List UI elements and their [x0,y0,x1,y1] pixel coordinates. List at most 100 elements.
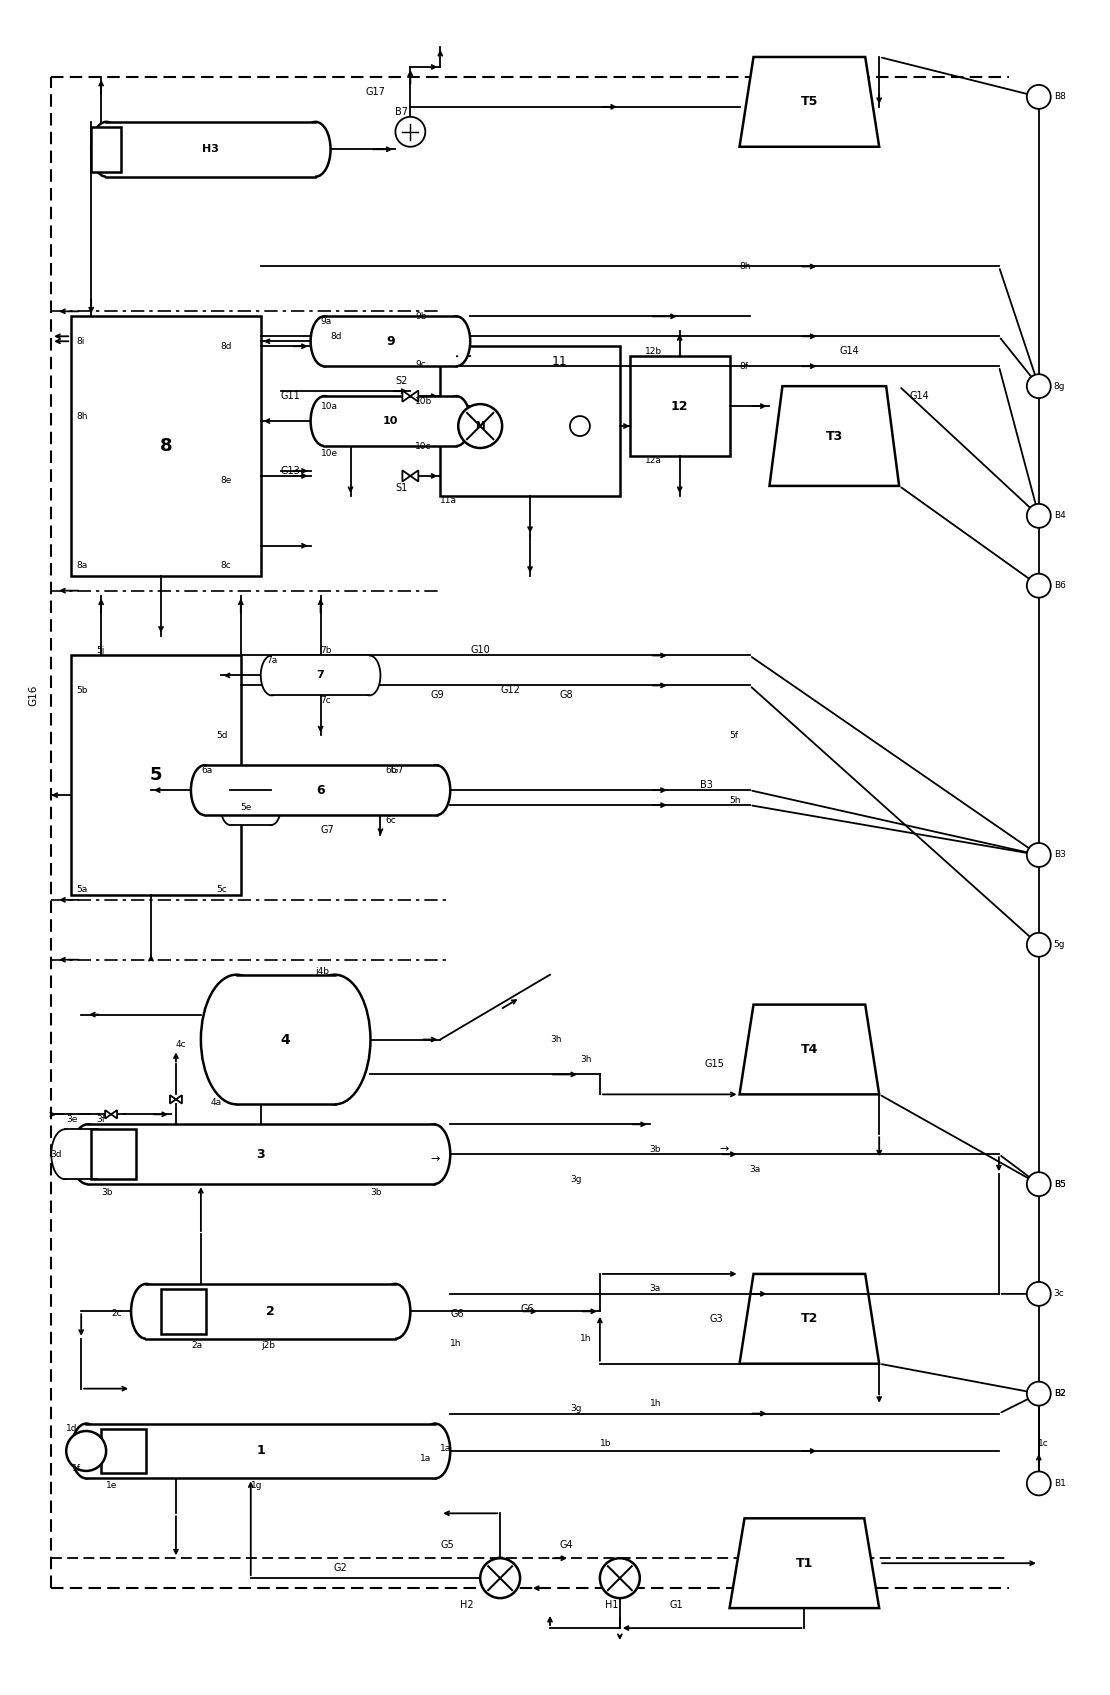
Polygon shape [411,390,418,402]
Bar [88,1124,434,1185]
Text: 8d: 8d [221,342,232,351]
Text: G12: G12 [501,685,519,695]
Ellipse shape [201,975,272,1105]
Text: 1a: 1a [421,1454,432,1463]
Text: B3: B3 [699,780,713,790]
Text: 8h: 8h [739,263,751,271]
Text: B1: B1 [1053,1480,1066,1488]
Text: S1: S1 [395,483,407,493]
Text: H3: H3 [202,144,220,154]
Text: B5: B5 [1053,1180,1066,1188]
Text: G14: G14 [909,392,929,402]
Bar [91,127,121,171]
Text: G9: G9 [431,690,444,700]
Polygon shape [739,1275,879,1364]
Text: 3e: 3e [67,1115,78,1124]
Text: 3g: 3g [569,1175,582,1183]
Text: 5b: 5b [77,686,88,695]
Text: T4: T4 [800,1042,818,1056]
Text: H2: H2 [461,1600,474,1610]
Ellipse shape [262,790,281,825]
Ellipse shape [71,1124,104,1185]
Bar [204,764,436,815]
Ellipse shape [83,1129,111,1180]
Circle shape [395,117,425,147]
Text: 6c: 6c [385,815,396,824]
Text: 5h: 5h [729,795,741,805]
Ellipse shape [417,1124,451,1185]
Circle shape [481,1558,521,1598]
Text: 9: 9 [386,336,395,347]
Bar [231,790,271,825]
Text: 4a: 4a [211,1098,222,1107]
Text: M: M [475,420,485,431]
Text: 1g: 1g [251,1481,262,1490]
Bar [324,397,456,446]
Bar [147,1283,395,1339]
Ellipse shape [71,1424,101,1478]
Text: 6b: 6b [385,766,397,775]
Polygon shape [729,1519,879,1609]
Ellipse shape [131,1283,161,1339]
Text: 3c: 3c [1053,1290,1064,1298]
Text: G3: G3 [709,1314,724,1324]
Text: T3: T3 [826,429,842,442]
Circle shape [67,1431,107,1471]
Ellipse shape [221,790,240,825]
Text: 8a: 8a [77,561,88,570]
Text: 5d: 5d [215,731,228,739]
Text: 11a: 11a [441,497,457,505]
Ellipse shape [301,122,331,176]
Text: B7: B7 [395,107,408,117]
Bar [231,790,271,825]
Text: 3h: 3h [551,1036,562,1044]
Text: 2a: 2a [191,1341,202,1351]
Circle shape [1027,932,1051,956]
Bar [324,317,456,366]
Ellipse shape [311,397,339,446]
Text: 8: 8 [160,437,172,454]
Circle shape [458,403,502,447]
Polygon shape [739,1005,879,1095]
Ellipse shape [191,764,219,815]
Bar [87,1424,435,1478]
Text: B3: B3 [1053,851,1066,859]
Text: 2: 2 [266,1305,275,1317]
Bar [629,356,729,456]
Text: 1e: 1e [107,1481,118,1490]
Bar [88,1124,434,1185]
Text: 10e: 10e [321,449,337,458]
Text: 12b: 12b [645,347,662,356]
Text: G7: G7 [321,825,334,836]
Ellipse shape [91,122,121,176]
Text: j4b: j4b [315,968,330,976]
Text: G13: G13 [281,466,301,476]
Text: G1: G1 [669,1600,684,1610]
Text: 12: 12 [670,400,688,412]
Text: 7b: 7b [321,646,332,654]
Text: 5: 5 [150,766,162,785]
Text: →: → [719,1144,729,1154]
Text: 4: 4 [281,1032,291,1046]
Text: 5c: 5c [215,885,226,895]
Text: 11: 11 [552,354,568,368]
Text: G10: G10 [471,646,490,656]
Bar [441,346,619,497]
Polygon shape [403,390,411,402]
Polygon shape [739,58,879,147]
Text: 1h: 1h [579,1334,592,1342]
Text: T5: T5 [800,95,818,108]
Text: 3: 3 [256,1148,265,1161]
Text: B4: B4 [1053,512,1066,520]
Text: 9b: 9b [415,312,427,320]
Text: S2: S2 [395,376,407,386]
Text: 1h: 1h [649,1398,662,1409]
Bar [324,317,456,366]
Text: 1b: 1b [599,1439,612,1448]
Text: G6: G6 [521,1303,534,1314]
Text: 4c: 4c [176,1041,186,1049]
Bar [236,975,335,1105]
Ellipse shape [51,1129,79,1180]
Text: 6a: 6a [201,766,212,775]
Text: H1: H1 [605,1600,618,1610]
